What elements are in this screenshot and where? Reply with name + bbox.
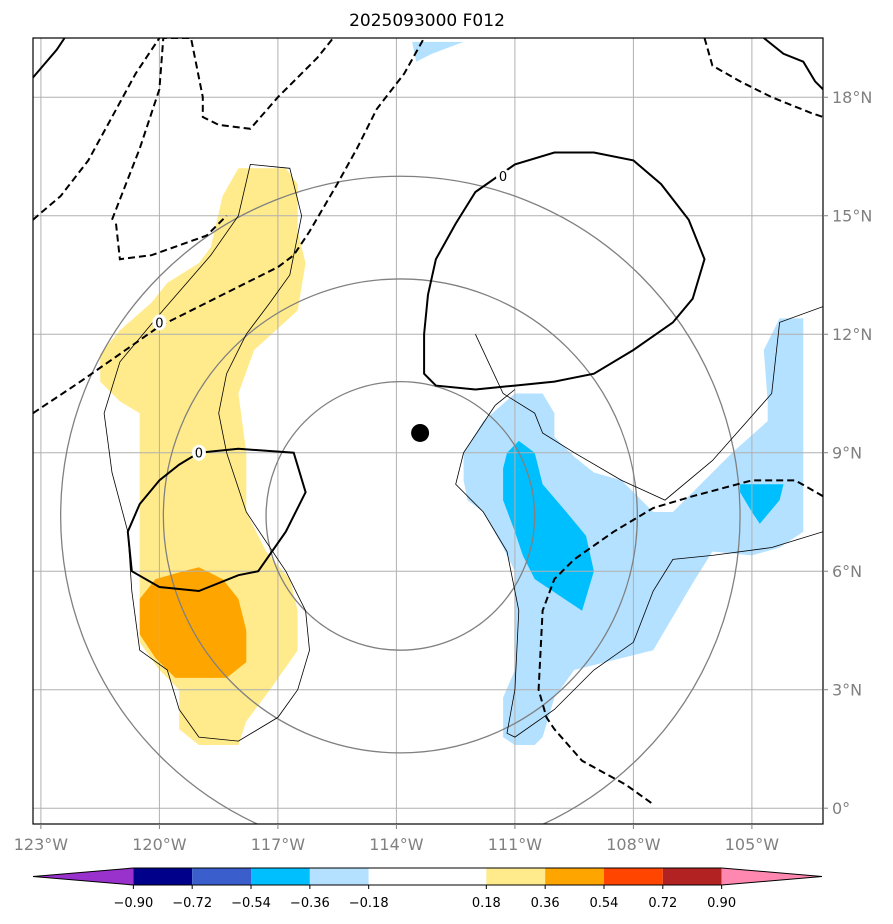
range-ring-1 bbox=[162, 278, 639, 754]
dashed-contour-7 bbox=[115, 214, 228, 261]
y-tick-label-3: 9°N bbox=[832, 444, 862, 463]
contour-label-bg-1 bbox=[191, 444, 206, 461]
coastline-0 bbox=[103, 163, 310, 742]
colorbar-tick-label-3: −0.36 bbox=[290, 896, 330, 911]
solid-contour-1 bbox=[126, 447, 307, 593]
colorbar-segment-1 bbox=[192, 868, 252, 885]
colorbar-tick-label-7: 0.54 bbox=[590, 896, 619, 911]
range-ring-0 bbox=[265, 380, 536, 651]
filled-contour-2 bbox=[412, 41, 464, 62]
dashed-contour-5 bbox=[33, 38, 161, 221]
x-tick-label-5: 108°W bbox=[606, 835, 661, 854]
plot-frame bbox=[32, 37, 824, 825]
colorbar-segment-2 bbox=[251, 868, 310, 885]
coastline-2 bbox=[455, 389, 823, 738]
y-tick-label-1: 3°N bbox=[832, 681, 862, 700]
colorbar-segment-4 bbox=[368, 868, 487, 885]
chart-title: 2025093000 F012 bbox=[349, 11, 505, 31]
colorbar-segment-0 bbox=[133, 868, 193, 885]
range-rings bbox=[60, 175, 741, 824]
x-tick-label-4: 111°W bbox=[488, 835, 543, 854]
contour-label-bg-4 bbox=[152, 314, 167, 331]
contour-label-4: 0 bbox=[155, 316, 163, 331]
storm-center bbox=[411, 423, 430, 442]
storm-center-marker bbox=[411, 423, 430, 442]
plot-area: 0 0 0 bbox=[33, 38, 823, 824]
colorbar-tick-label-6: 0.36 bbox=[531, 896, 560, 911]
y-tick-label-4: 12°N bbox=[832, 325, 872, 344]
y-tick-label-6: 18°N bbox=[832, 88, 872, 107]
colorbar-extend-max bbox=[721, 868, 822, 885]
x-tick-label-6: 105°W bbox=[725, 835, 780, 854]
x-tick-label-0: 123°W bbox=[14, 835, 69, 854]
x-axis-ticks: 123°W 120°W 117°W 114°W 111°W 108°W 105°W bbox=[14, 824, 780, 854]
grid-lines bbox=[33, 38, 823, 824]
dashed-contour-4 bbox=[33, 38, 425, 415]
contour-label-0: 0 bbox=[499, 170, 507, 185]
line-contours bbox=[33, 38, 823, 806]
colorbar-tick-label-5: 0.18 bbox=[472, 896, 501, 911]
y-tick-label-5: 15°N bbox=[832, 207, 872, 226]
colorbar-segment-7 bbox=[603, 868, 663, 885]
colorbar-tick-label-2: −0.54 bbox=[231, 896, 271, 911]
colorbar-segment-8 bbox=[662, 868, 722, 885]
colorbar-segment-6 bbox=[545, 868, 604, 885]
filled-contour-5 bbox=[740, 484, 784, 524]
colorbar-tick-label-0: −0.90 bbox=[113, 896, 153, 911]
colorbar-tick-label-4: −0.18 bbox=[349, 896, 389, 911]
contour-labels: 0 0 0 bbox=[152, 168, 511, 462]
filled-contour-4 bbox=[503, 440, 594, 611]
solid-contour-0 bbox=[423, 151, 706, 391]
colorbar-extend-min bbox=[33, 868, 134, 885]
colorbar-tick-label-9: 0.90 bbox=[707, 896, 736, 911]
coastlines bbox=[103, 163, 823, 742]
x-tick-label-3: 114°W bbox=[369, 835, 424, 854]
solid-contour-2 bbox=[33, 38, 66, 79]
contour-label-bg-0 bbox=[496, 168, 511, 185]
dashed-contour-9 bbox=[537, 479, 823, 806]
solid-contour-3 bbox=[763, 38, 823, 91]
y-tick-label-0: 0° bbox=[832, 799, 850, 818]
dashed-contour-6 bbox=[111, 38, 334, 221]
y-tick-label-2: 6°N bbox=[832, 562, 862, 581]
range-ring-2 bbox=[60, 175, 741, 824]
contour-label-1: 0 bbox=[195, 447, 203, 462]
colorbar-tick-label-1: −0.72 bbox=[172, 896, 212, 911]
x-tick-label-1: 120°W bbox=[132, 835, 187, 854]
dashed-contour-8 bbox=[703, 38, 823, 118]
filled-contour-1 bbox=[139, 567, 247, 678]
colorbar-segment-5 bbox=[486, 868, 546, 885]
colorbar-segment-3 bbox=[309, 868, 369, 885]
y-axis-ticks: 0° 3°N 6°N 9°N 12°N 15°N 18°N bbox=[823, 88, 872, 818]
colorbar-tick-label-8: 0.72 bbox=[648, 896, 677, 911]
coastline-1 bbox=[475, 306, 823, 501]
colorbar: −0.90 −0.72 −0.54 −0.36 −0.18 0.18 0.36 0.54 0.7… bbox=[32, 867, 823, 911]
x-tick-label-2: 117°W bbox=[251, 835, 306, 854]
